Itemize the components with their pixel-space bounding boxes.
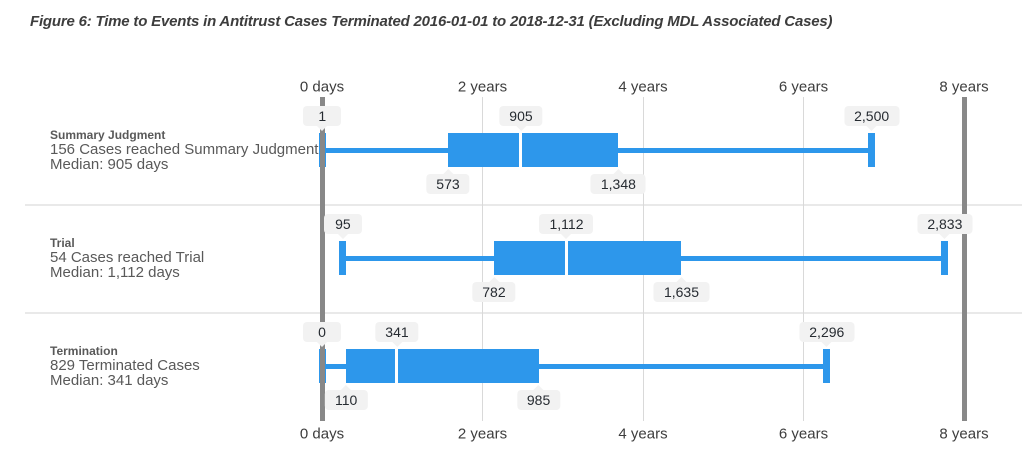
callout-min: 95 [323, 214, 362, 239]
row-label-cases: 156 Cases reached Summary Judgment [50, 141, 319, 158]
figure-title: Figure 6: Time to Events in Antitrust Ca… [30, 13, 833, 30]
x-axis-top-tick-label: 4 years [618, 78, 668, 96]
row-label-cases: 829 Terminated Cases [50, 357, 200, 374]
whisker-cap-min [339, 241, 347, 275]
callout-q3: 1,348 [590, 169, 646, 194]
callout-median: 1,112 [539, 214, 594, 239]
row-label-termination: Termination 829 Terminated Cases Median: 3… [50, 344, 200, 388]
row-label-median: Median: 341 days [50, 372, 169, 389]
callout-max: 2,500 [844, 106, 900, 131]
whisker-line [322, 363, 827, 369]
x-axis-bottom-tick-label: 4 years [618, 425, 668, 443]
box-iqr [447, 133, 619, 167]
median-line [395, 349, 399, 383]
row-label-summary-judgment: Summary Judgment 156 Cases reached Summar… [50, 128, 318, 172]
x-axis-top-tick-label: 2 years [457, 78, 508, 96]
row-label-trial: Trial 54 Cases reached Trial Median: 1,112… [50, 236, 204, 280]
row-separator [25, 312, 1022, 314]
row-label-median: Median: 905 days [50, 156, 169, 173]
x-axis-top-tick-label: 6 years [778, 78, 829, 96]
x-axis-bottom-tick-label: 0 days [299, 425, 345, 443]
whisker-cap-max [823, 349, 831, 383]
callout-median: 905 [499, 106, 543, 131]
callout-min: 1 [303, 106, 342, 131]
whisker-cap-max [868, 133, 876, 167]
callout-median: 341 [375, 322, 419, 347]
callout-q1: 573 [426, 169, 470, 194]
x-axis-bottom-tick-label: 6 years [778, 425, 829, 443]
row-label-title: Trial [50, 236, 75, 250]
row-label-title: Summary Judgment [50, 128, 166, 142]
gridline-8-years [961, 97, 967, 421]
callout-q3: 985 [516, 385, 561, 410]
callout-min: 0 [303, 322, 341, 347]
row-label-title: Termination [50, 344, 118, 358]
median-line [519, 133, 523, 167]
x-axis-bottom-tick-label: 8 years [939, 425, 989, 443]
callout-q1: 782 [472, 277, 516, 302]
row-label-cases: 54 Cases reached Trial [50, 249, 205, 266]
row-label-median: Median: 1,112 days [50, 264, 180, 281]
callout-max: 2,833 [917, 214, 973, 239]
callout-q1: 110 [325, 385, 368, 410]
row-separator [25, 204, 1022, 206]
x-axis-bottom-tick-label: 2 years [457, 425, 508, 443]
x-axis-top-tick-label: 8 years [939, 78, 989, 96]
median-line [564, 241, 568, 275]
gridline-0-days [319, 97, 325, 421]
callout-q3: 1,635 [653, 277, 709, 302]
callout-max: 2,296 [799, 322, 855, 347]
x-axis-top-tick-label: 0 days [299, 78, 345, 96]
box-iqr [493, 241, 682, 275]
whisker-cap-max [941, 241, 949, 275]
box-iqr [346, 349, 539, 383]
